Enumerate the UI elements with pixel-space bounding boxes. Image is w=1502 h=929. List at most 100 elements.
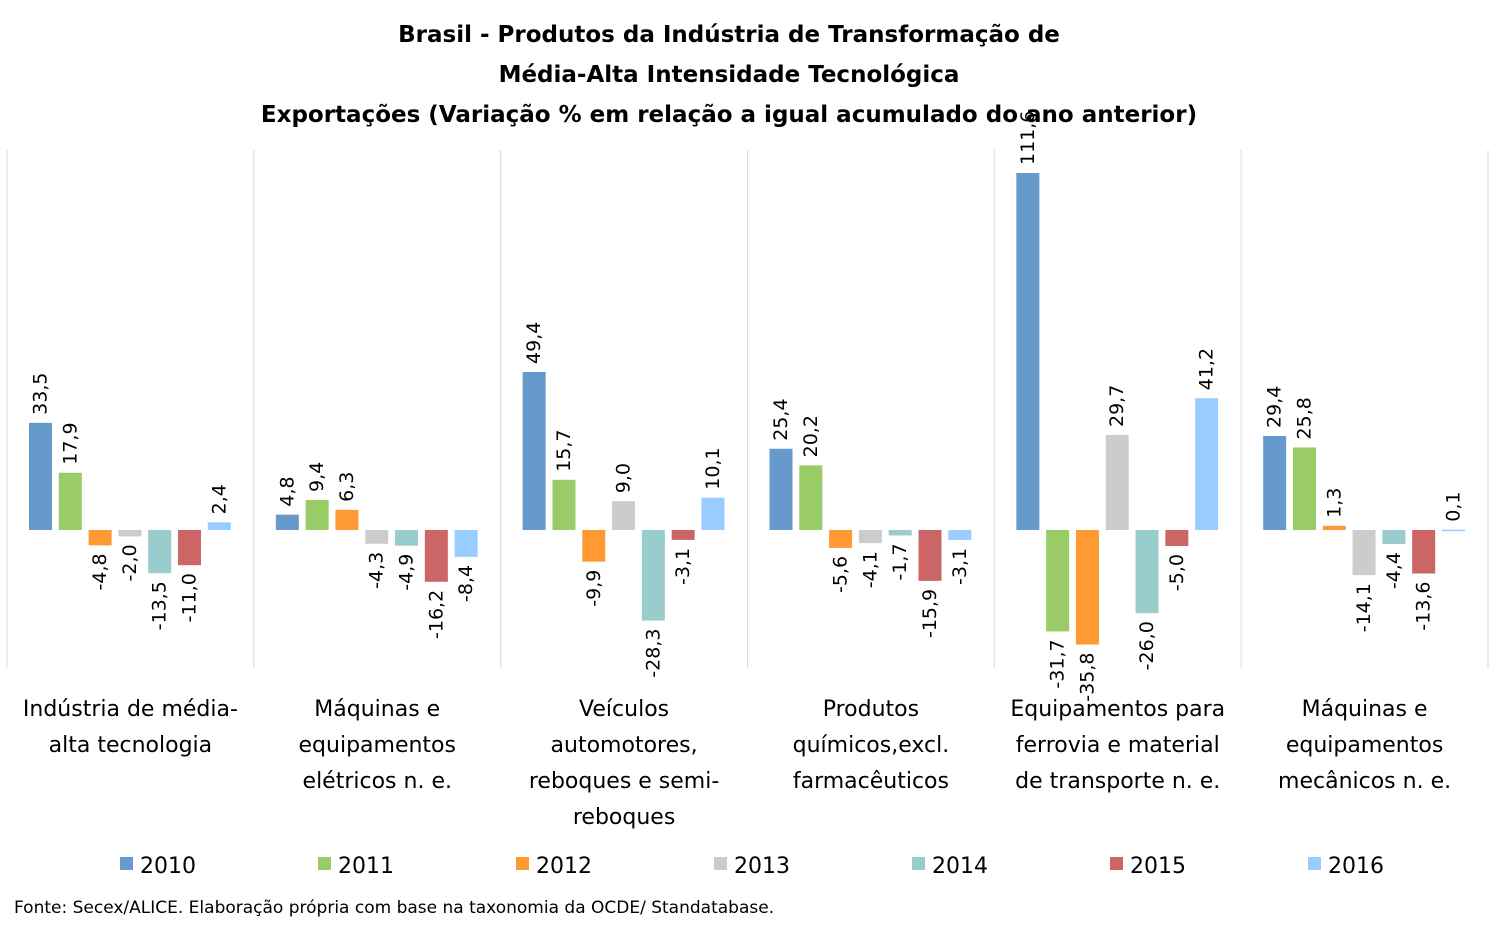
data-label: -35,8 [1076,653,1098,702]
legend-swatch-2014 [912,857,925,870]
data-labels: 33,5 17,9 -4,8 -2,0 -13,5 -11,0 2,4 4,8 9,4 6,3 -4… [30,111,1465,702]
legend-label-2015: 2015 [1130,854,1186,879]
bar-2010 [275,514,299,530]
category-label: equipamentos [1286,733,1443,758]
bar-2012 [335,509,359,530]
bar-2012 [829,530,853,548]
bar-2014 [395,530,419,546]
bar-2015 [671,530,695,540]
data-label: 25,8 [1293,397,1315,439]
bar-2014 [148,530,172,574]
bars [29,173,1465,645]
data-label: -4,4 [1383,552,1405,589]
bar-2013 [612,501,636,530]
data-label: 1,3 [1323,488,1345,518]
data-label: 9,0 [613,463,635,493]
data-label: 4,8 [276,476,298,506]
bar-2016 [207,522,231,530]
category-label: de transporte n. e. [1015,769,1220,794]
legend-swatch-2011 [318,857,331,870]
data-label: -15,9 [919,589,941,638]
category-label: mecânicos n. e. [1278,769,1451,794]
chart-title-line: Exportações (Variação % em relação a igu… [261,102,1197,128]
chart-title-line: Média-Alta Intensidade Tecnológica [499,62,960,88]
category-label: Indústria de média- [23,697,238,722]
legend-label-2013: 2013 [734,854,790,879]
category-label: Máquinas e [1302,697,1428,722]
bar-2014 [888,530,912,536]
data-label: 20,2 [800,415,822,457]
category-label: Equipamentos para [1010,697,1225,722]
bar-2013 [1105,434,1129,530]
category-label: equipamentos [299,733,456,758]
bar-2016 [701,497,725,530]
data-label: -1,7 [889,543,911,580]
data-label: -4,1 [859,551,881,588]
data-label: 2,4 [208,484,230,514]
bar-2013 [118,530,142,537]
data-label: -31,7 [1047,639,1069,688]
bar-2015 [1412,530,1436,574]
bar-2011 [1292,447,1316,530]
bar-2016 [454,530,478,557]
data-label: -13,5 [149,581,171,630]
bar-2014 [1135,530,1159,614]
data-label: -4,3 [366,552,388,589]
bar-2016 [1441,529,1465,532]
legend-label-2012: 2012 [536,854,592,879]
category-labels: Indústria de média-alta tecnologia Máquin… [23,697,1451,830]
bar-2015 [918,530,942,581]
data-label: -13,6 [1413,582,1435,631]
category-label: automotores, [551,733,698,758]
bar-2013 [365,530,389,544]
data-label: -5,0 [1166,554,1188,591]
data-label: -14,1 [1353,583,1375,632]
data-label: -4,9 [396,554,418,591]
bar-2012 [88,530,112,546]
bar-2010 [1016,173,1040,530]
bar-2011 [799,465,823,530]
data-label: 9,4 [306,462,328,492]
legend-swatch-2012 [516,857,529,870]
legend: 2010 2011 2012 2013 2014 2015 2016 [120,854,1384,879]
bar-2012 [1322,525,1346,530]
data-label: -2,0 [119,544,141,581]
data-label: -28,3 [642,629,664,678]
bar-2011 [1046,530,1070,632]
category-label: reboques e semi- [529,769,719,794]
data-label: -4,8 [89,553,111,590]
chart-title: Brasil - Produtos da Indústria de Transf… [261,22,1197,128]
bar-2012 [582,530,606,562]
legend-swatch-2016 [1308,857,1321,870]
category-separators [6,150,1489,668]
data-label: -26,0 [1136,621,1158,670]
bar-2014 [641,530,665,621]
legend-swatch-2015 [1110,857,1123,870]
bar-2014 [1382,530,1406,545]
bar-2011 [305,499,329,530]
data-label: -3,1 [949,548,971,585]
category-label: ferrovia e material [1016,733,1220,758]
data-label: 10,1 [702,447,724,489]
bar-2010 [1263,435,1287,530]
data-label: -8,4 [455,565,477,602]
data-label: 15,7 [553,429,575,471]
legend-label-2014: 2014 [932,854,988,879]
bar-2015 [1165,530,1189,546]
data-label: 49,4 [523,322,545,364]
data-label: -3,1 [672,548,694,585]
source-note: Fonte: Secex/ALICE. Elaboração própria c… [14,898,774,918]
bar-2011 [552,479,576,530]
category-label: reboques [573,805,675,830]
data-label: 25,4 [770,398,792,440]
data-label: 17,9 [59,422,81,464]
data-label: -5,6 [830,556,852,593]
category-label: Máquinas e [314,697,440,722]
category-label: químicos,excl. [793,733,950,758]
data-label: 41,2 [1196,348,1218,390]
data-label: 0,1 [1442,491,1464,521]
legend-label-2016: 2016 [1328,854,1384,879]
bar-2012 [1075,530,1099,645]
bar-2016 [948,530,972,540]
bar-2010 [522,371,546,530]
